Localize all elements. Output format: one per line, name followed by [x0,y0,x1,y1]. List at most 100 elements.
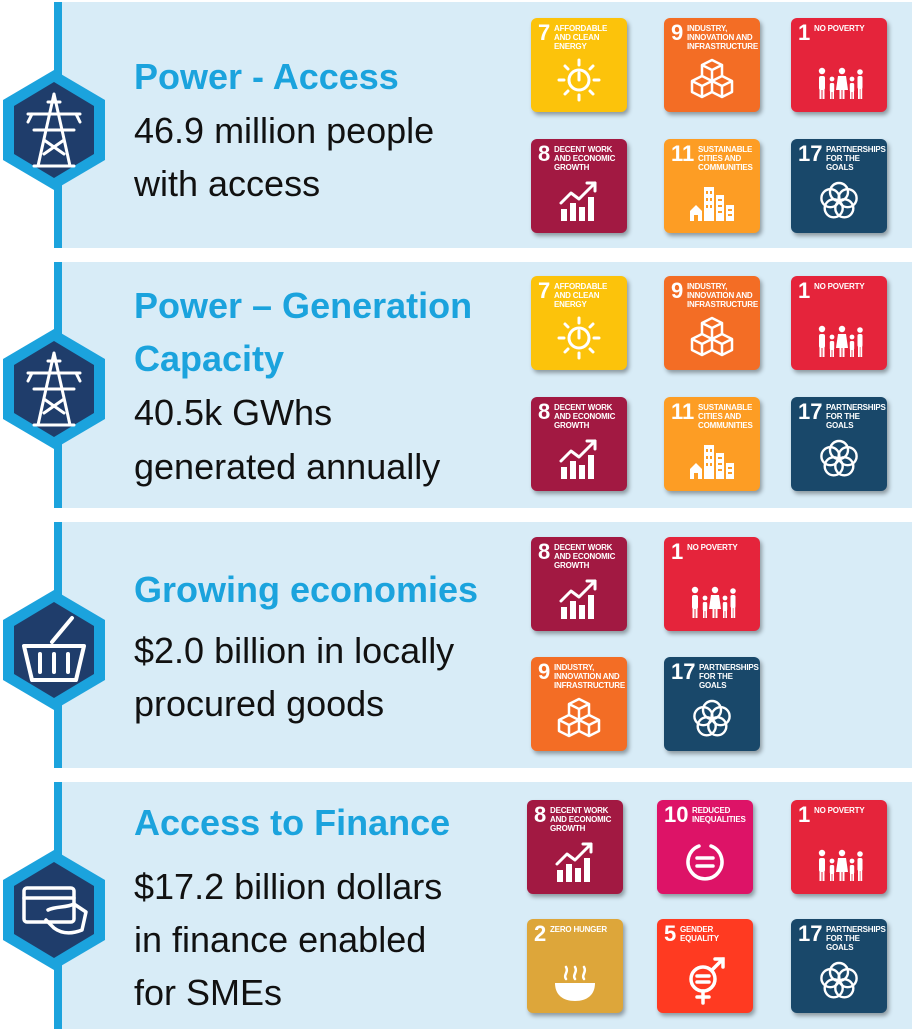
sdg-goal-title: Industry, innovation and infrastructure [687,24,758,51]
section-title: Power - Access [134,56,399,97]
sdg-goal-tile: 8 Decent work and economic growth [531,139,627,233]
sdg-goal-title: Gender equality [680,925,719,943]
sdg-goal-number: 11 [671,141,695,166]
sdg-goal-title: Decent work and economic growth [554,543,616,570]
sdg-goal-number: 1 [798,20,811,45]
sdg-goal-number: 7 [538,20,551,45]
sdg-goal-tile: 17 Partnerships for the goals [791,919,887,1013]
sun-power-icon [555,314,603,362]
sdg-goal-tile: 9 Industry, innovation and infrastructure [531,657,627,751]
sdg-goal-number: 8 [538,141,551,166]
equal-circle-icon [681,838,729,886]
sdg-goal-title: Affordable and clean energy [554,282,608,309]
growth-chart-icon [551,838,599,886]
flower-rings-icon [815,957,863,1005]
gender-symbol-icon [681,957,729,1005]
sdg-goal-title: Partnerships for the goals [699,663,759,690]
sdg-goal-tile: 1 No poverty [791,276,887,370]
sdg-goal-number: 8 [538,539,551,564]
sdg-goal-tile: 1 No poverty [664,537,760,631]
sdg-goal-tile: 17 Partnerships for the goals [791,139,887,233]
sdg-goal-number: 5 [664,921,677,946]
sdg-goal-tile: 10 Reduced inequalities [657,800,753,894]
sdg-goal-tile: 9 Industry, innovation and infrastructure [664,276,760,370]
sdg-goal-tile: 1 No poverty [791,800,887,894]
sdg-goal-tile: 11 Sustainable cities and communities [664,397,760,491]
section-metric: with access [134,163,321,204]
sdg-goal-tile: 8 Decent work and economic growth [531,397,627,491]
sdg-goal-number: 17 [671,659,696,684]
power-tower-icon [0,68,108,192]
sdg-goal-title: No poverty [687,543,738,552]
section-title: Capacity [134,338,285,379]
growth-chart-icon [555,435,603,483]
sdg-goal-number: 9 [671,20,684,45]
sdg-goal-tile: 7 Affordable and clean energy [531,276,627,370]
sdg-goal-number: 9 [671,278,684,303]
section-metric: in finance enabled [134,919,427,960]
sdg-goal-number: 8 [538,399,551,424]
family-icon [815,838,863,886]
sdg-goal-number: 8 [534,802,547,827]
sdg-goal-title: Decent work and economic growth [554,145,616,172]
family-icon [815,56,863,104]
sdg-goal-number: 1 [798,278,811,303]
sdg-goal-title: Partnerships for the goals [826,925,886,952]
sdg-goal-title: Sustainable cities and communities [698,403,753,430]
growth-chart-icon [555,177,603,225]
sdg-goal-title: No poverty [814,282,865,291]
sdg-goal-number: 2 [534,921,547,946]
family-icon [688,575,736,623]
section-metric: $2.0 billion in locally [134,630,455,671]
city-icon [688,177,736,225]
sdg-goal-tile: 1 No poverty [791,18,887,112]
section-metric: generated annually [134,446,441,487]
section-metric: 40.5k GWhs [134,392,333,433]
sdg-goal-tile: 9 Industry, innovation and infrastructure [664,18,760,112]
sdg-goal-tile: 11 Sustainable cities and communities [664,139,760,233]
section-title: Power – Generation [134,285,473,326]
sdg-goal-title: Industry, innovation and infrastructure [687,282,758,309]
section-metric: procured goods [134,683,385,724]
shopping-basket-icon [0,588,108,712]
sdg-goal-number: 9 [538,659,551,684]
sdg-goal-title: Zero hunger [550,925,607,934]
sdg-goal-number: 1 [798,802,811,827]
power-tower-icon [0,327,108,451]
city-icon [688,435,736,483]
sdg-goal-title: Partnerships for the goals [826,145,886,172]
sdg-goal-number: 1 [671,539,684,564]
card-payment-icon [0,848,108,972]
impact-section: Access to Finance $17.2 billion dollars in… [3,782,912,1029]
section-title: Access to Finance [134,802,451,843]
sdg-goal-tile: 5 Gender equality [657,919,753,1013]
section-metric: for SMEs [134,972,283,1013]
sdg-goal-title: No poverty [814,24,865,33]
sdg-goal-tile: 17 Partnerships for the goals [791,397,887,491]
section-metric: 46.9 million people [134,110,435,151]
sdg-goal-title: Decent work and economic growth [550,806,612,833]
flower-rings-icon [815,435,863,483]
sdg-goal-number: 17 [798,141,823,166]
sdg-goal-number: 17 [798,399,823,424]
sun-power-icon [555,56,603,104]
sdg-goal-title: Reduced inequalities [692,806,746,824]
sdg-goal-title: Decent work and economic growth [554,403,616,430]
section-metric: $17.2 billion dollars [134,866,443,907]
sdg-goal-tile: 8 Decent work and economic growth [531,537,627,631]
growth-chart-icon [555,575,603,623]
sdg-goal-tile: 7 Affordable and clean energy [531,18,627,112]
sdg-goal-tile: 2 Zero hunger [527,919,623,1013]
sdg-goal-title: No poverty [814,806,865,815]
impact-section: Power – Generation Capacity 40.5k GWhs gene… [3,262,912,508]
food-bowl-icon [551,957,599,1005]
sdg-goal-number: 17 [798,921,823,946]
flower-rings-icon [688,695,736,743]
sdg-goal-number: 11 [671,399,695,424]
cubes-icon [555,695,603,743]
flower-rings-icon [815,177,863,225]
sdg-goal-number: 7 [538,278,551,303]
cubes-icon [688,314,736,362]
sdg-goal-title: Partnerships for the goals [826,403,886,430]
impact-section: Power - Access 46.9 million people with ac… [3,2,912,248]
